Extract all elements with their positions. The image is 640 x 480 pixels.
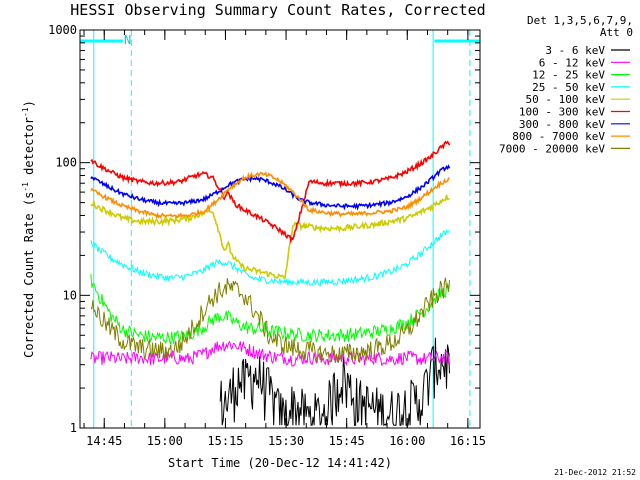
series-line-5 [90,194,450,280]
plot-area [80,30,480,428]
series-line-1 [219,337,450,427]
x-tick-label: 14:45 [86,434,122,448]
x-tick-label: 16:15 [450,434,486,448]
legend-header-line1: Det 1,3,5,6,7,9, [527,14,633,27]
legend-label-9: 7000 - 20000 keV [499,142,605,155]
legend-header-line2: Att 0 [600,26,633,39]
x-tick-label: 15:30 [268,434,304,448]
y-tick-label: 10 [63,288,77,302]
series-line-9 [90,277,450,363]
legend-label-4: 25 - 50 keV [532,81,605,94]
series-line-4 [90,229,450,287]
y-tick-label: 100 [55,156,77,170]
legend-label-2: 6 - 12 keV [539,56,606,69]
x-tick-label: 16:00 [389,434,425,448]
series-line-3 [90,274,450,345]
y-axis-label-end: ) [22,100,36,107]
y-tick-label: 1 [70,421,77,435]
legend-label-5: 50 - 100 keV [526,93,606,106]
chart-title: HESSI Observing Summary Count Rates, Cor… [70,1,485,19]
legend-label-6: 100 - 300 keV [519,106,605,119]
y-axis-label-mid: detector [22,117,36,182]
series-line-8 [90,171,450,220]
series-line-6 [90,140,451,244]
series-line-7 [90,164,451,211]
x-tick-label: 15:00 [147,434,183,448]
y-axis: 1 10 100 1000 [48,23,480,435]
y-tick-label: 1000 [48,23,77,37]
legend-label-3: 12 - 25 keV [532,69,605,82]
y-axis-label-main: Corrected Count Rate (s [22,192,36,358]
legend-label-7: 300 - 800 keV [519,118,605,131]
legend-label-1: 3 - 6 keV [545,44,605,57]
series-line-2 [90,340,450,367]
y-axis-label: Corrected Count Rate (s-1 detector-1) [21,100,36,358]
footer-date: 21-Dec-2012 21:52 [554,468,636,477]
y-axis-label-sup1: -1 [21,182,30,192]
x-tick-label: 15:45 [329,434,365,448]
night-marker-label: N [124,33,131,47]
x-tick-label: 15:15 [207,434,243,448]
y-axis-label-sup2: -1 [21,107,30,117]
x-axis: 14:45 15:00 15:15 15:30 15:45 16:00 16:15 [83,30,486,448]
plot-frame [79,29,481,429]
x-axis-label: Start Time (20-Dec-12 14:41:42) [168,456,392,470]
legend-label-8: 800 - 7000 keV [512,130,605,143]
